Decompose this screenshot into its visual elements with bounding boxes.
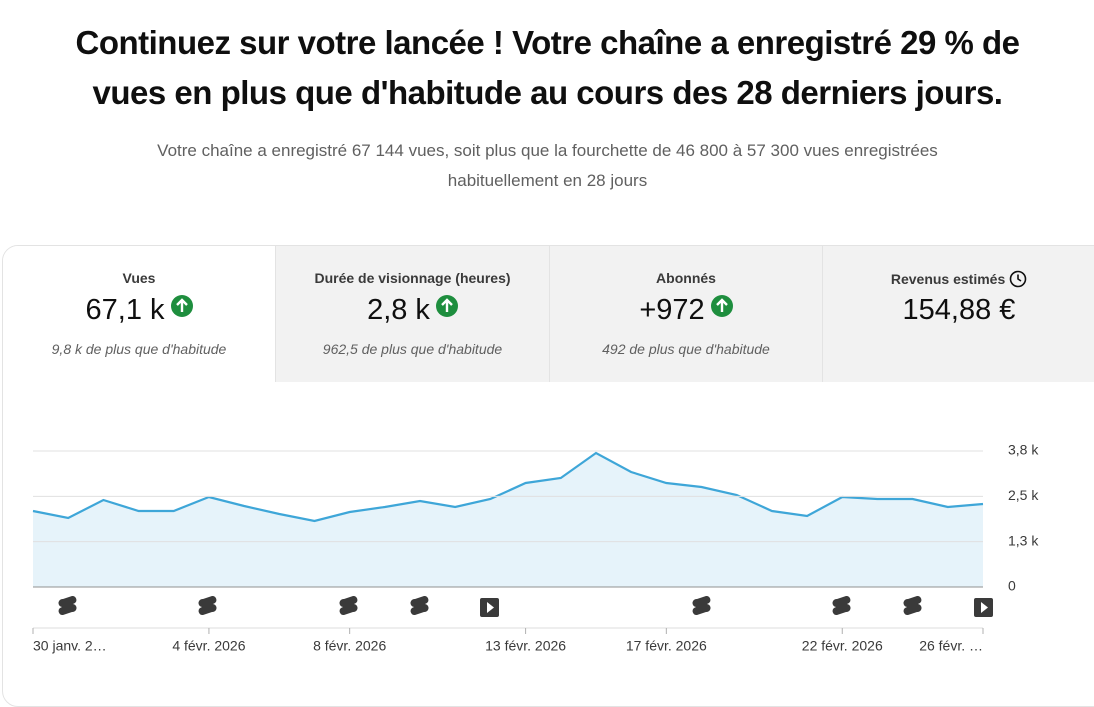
value-text: +972 [639,294,705,326]
tab[interactable]: Durée de visionnage (heures) 2,8 k 962,5… [275,246,549,382]
shorts-icon [692,595,711,616]
tab-value: 67,1 k [3,294,275,327]
label-text: Revenus estimés [890,271,1006,287]
upload-markers [58,595,993,617]
y-tick-label: 1,3 k [1008,532,1039,548]
x-tick-label: 30 janv. 2… [33,638,107,654]
x-tick-label: 26 févr. … [919,638,983,654]
headline: Continuez sur votre lancée ! Votre chaîn… [75,24,1020,111]
tab-value: 154,88 € [902,294,1016,326]
tab-note: 9,8 k de plus que d'habitude [51,341,227,357]
up-icon [710,295,733,317]
tab-label: Abonnés [656,270,716,286]
y-tick-label: 3,8 k [1008,442,1039,458]
tab[interactable]: Revenus estimés 154,88 € [822,246,1094,382]
x-tick-label: 17 févr. 2026 [626,638,707,654]
x-tick-label: 8 févr. 2026 [313,638,386,654]
tab-note: 492 de plus que d'habitude [602,341,770,357]
page: Continuez sur votre lancée ! Votre chaîn… [2,24,1094,707]
tab-value: 2,8 k [276,294,549,327]
shorts-icon [832,595,851,616]
chart: 0 1,3 k 2,5 k 3,8 k 30 janv. 2… 4 févr. 2026 8… [32,442,1039,654]
y-tick-label: 2,5 k [1008,487,1039,503]
shorts-icon [198,595,217,616]
tab-value: +972 [550,294,822,327]
tab[interactable]: Abonnés +972 492 de plus que d'habitude [549,246,822,382]
tab-note: 962,5 de plus que d'habitude [322,341,503,357]
x-tick-label: 4 févr. 2026 [172,638,245,654]
tab-label: Vues [122,270,156,286]
shorts-icon [903,595,922,616]
y-tick-label: 0 [1008,578,1016,594]
video-icon [480,598,499,617]
tab-label: Durée de visionnage (heures) [314,270,511,286]
metrics-card: Vues 67,1 k 9,8 k de plus que d'habitude… [2,245,1094,707]
area-fill [33,453,983,587]
clock-icon [1009,270,1027,288]
up-icon [435,295,458,317]
value-text: 2,8 k [367,294,430,326]
tab-label: Revenus estimés [823,270,1094,288]
shorts-icon [339,595,358,616]
up-icon [170,295,193,317]
x-tick-label: 13 févr. 2026 [485,638,566,654]
line [32,451,984,523]
shorts-icon [58,595,77,616]
x-tick-label: 22 févr. 2026 [802,638,883,654]
subtitle: Votre chaîne a enregistré 67 144 vues, s… [157,141,938,190]
tab[interactable]: Vues 67,1 k 9,8 k de plus que d'habitude [3,246,275,382]
video-icon [974,598,993,617]
shorts-icon [410,595,429,616]
value-text: 67,1 k [85,294,165,326]
